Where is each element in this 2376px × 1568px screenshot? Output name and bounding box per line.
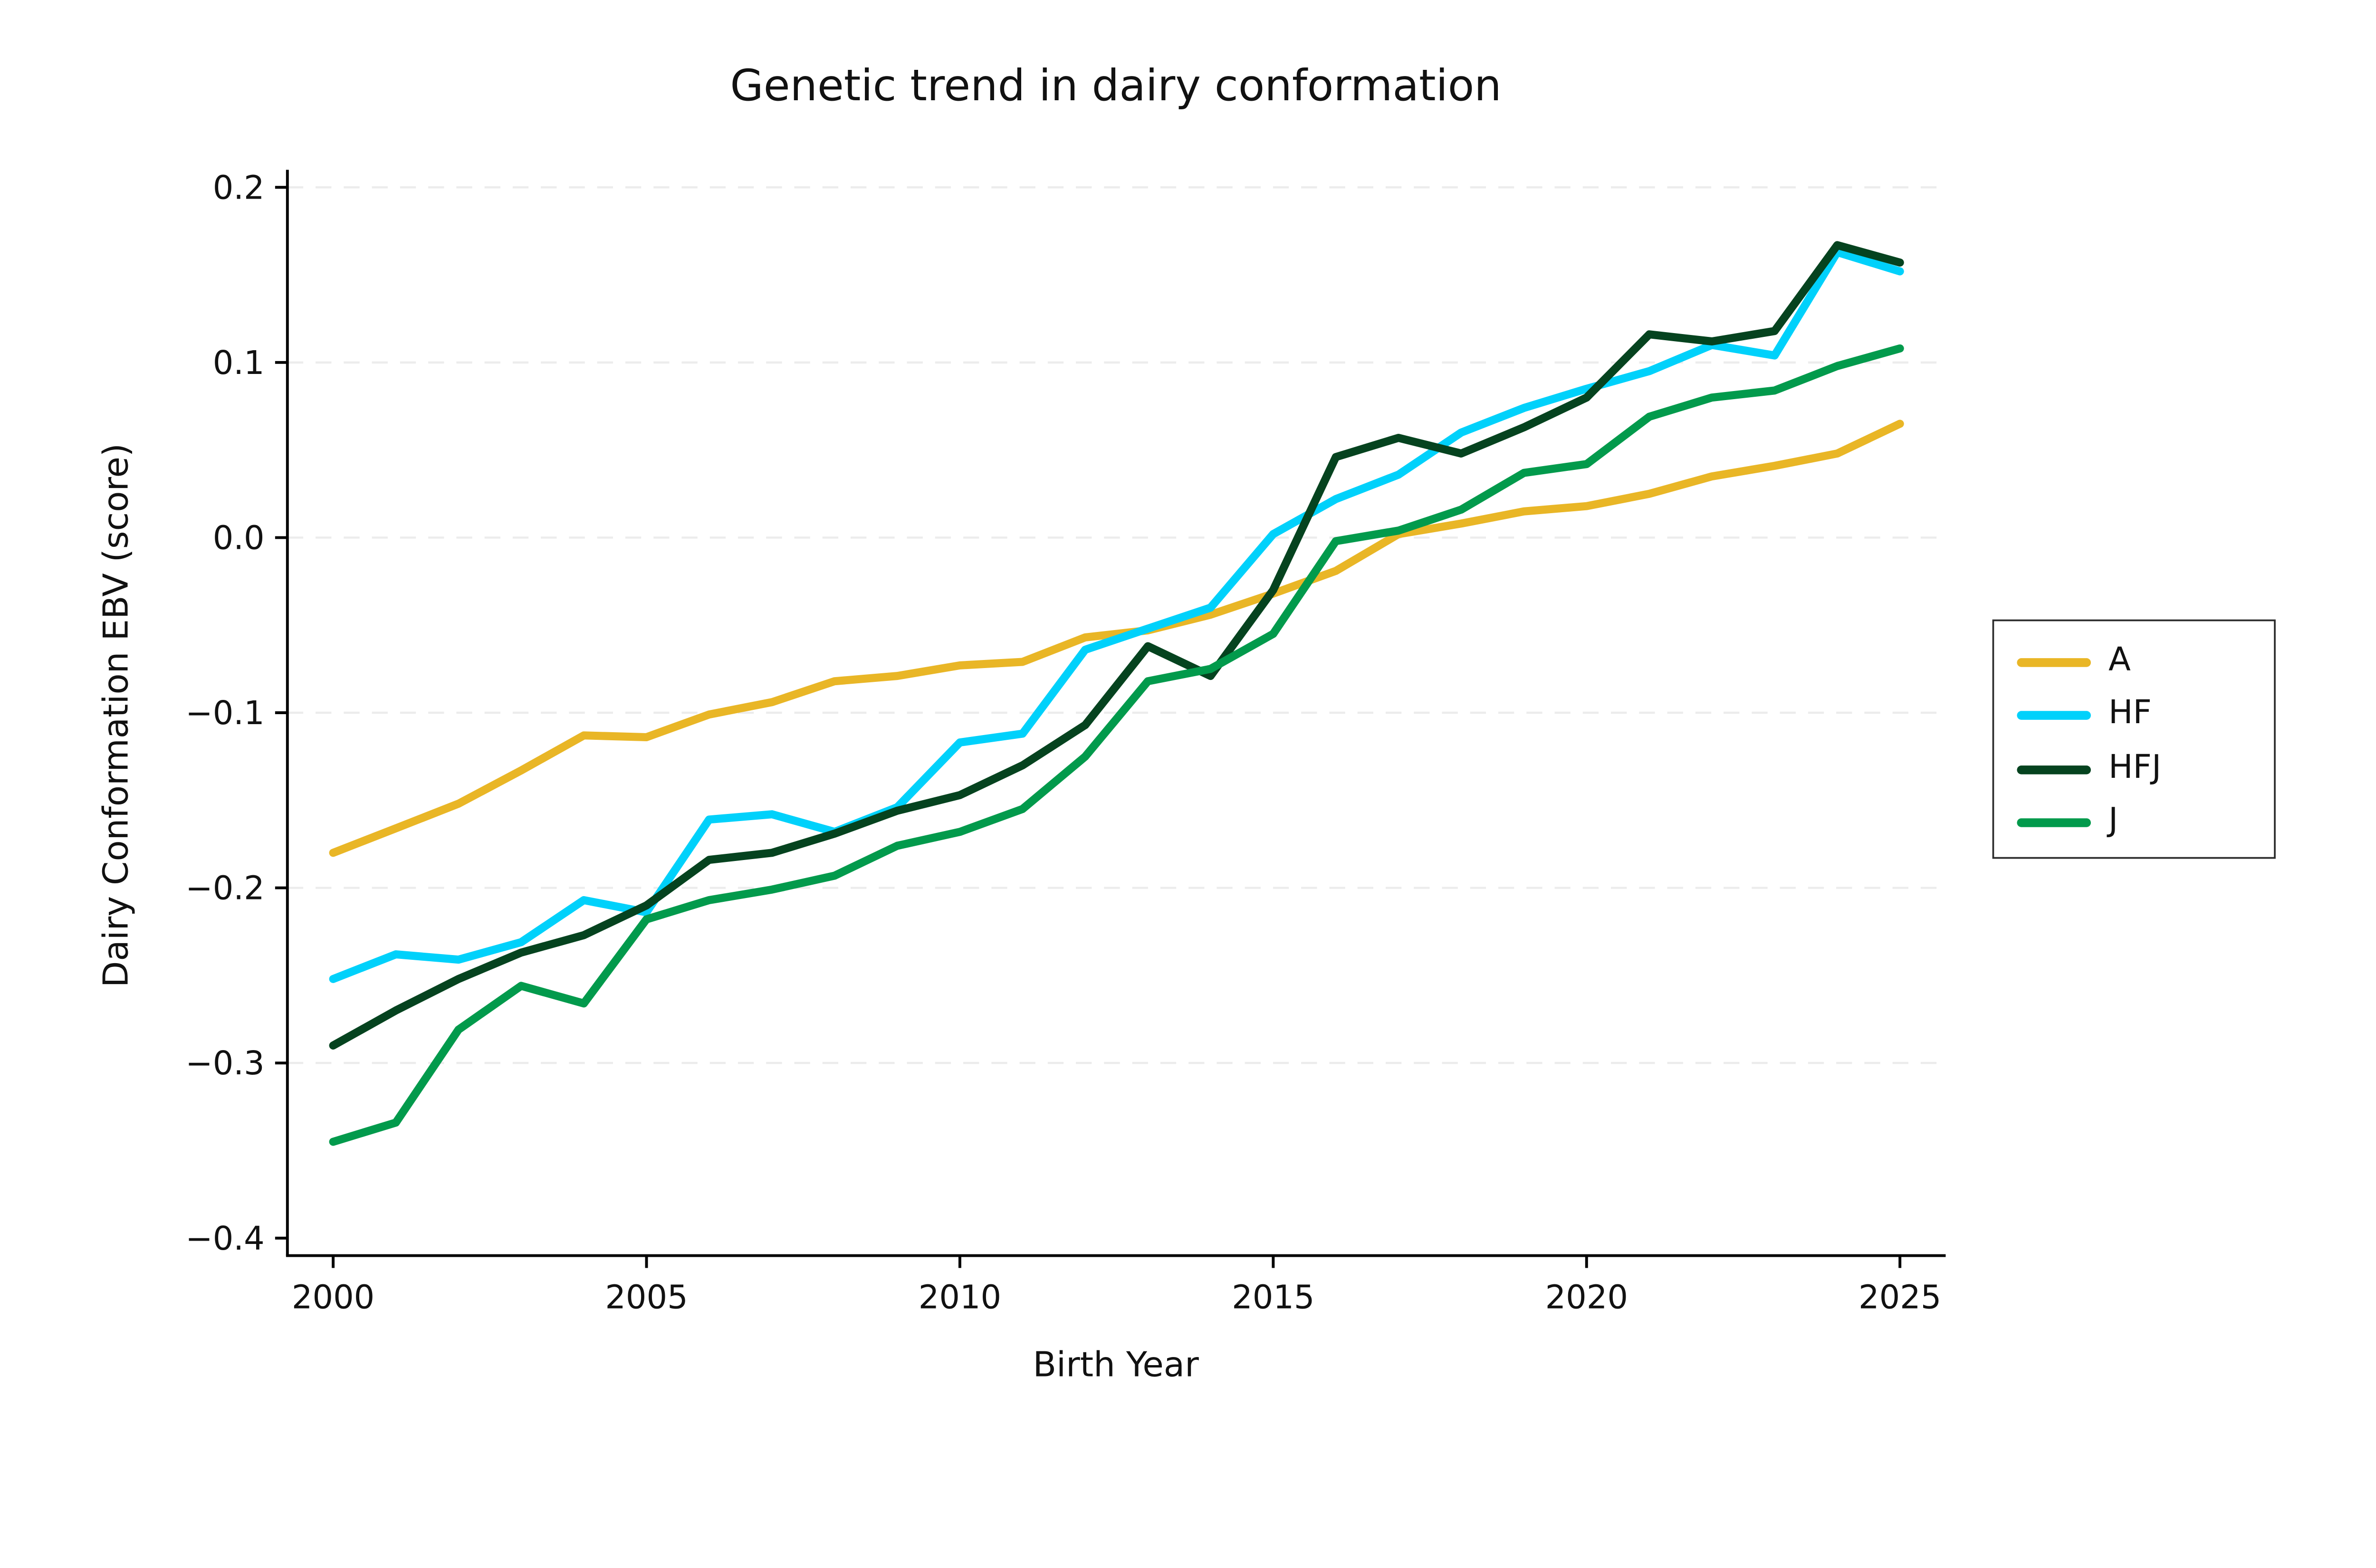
y-tick-label: −0.3	[185, 1044, 264, 1082]
legend-swatch-A	[2017, 657, 2091, 666]
x-tick-label: 2025	[1859, 1279, 1941, 1317]
legend-item-HFJ: HFJ	[1994, 743, 2274, 795]
y-tick-label: −0.2	[185, 870, 264, 908]
x-tick-label: 2000	[292, 1279, 374, 1317]
chart-title: Genetic trend in dairy conformation	[730, 59, 1502, 111]
legend-label: A	[2108, 641, 2131, 679]
legend-swatch-J	[2017, 818, 2091, 827]
y-tick-label: −0.4	[185, 1220, 264, 1258]
chart-figure: Genetic trend in dairy conformation 0.2 0…	[96, 59, 2276, 1385]
x-tick-label: 2005	[605, 1279, 688, 1317]
series-line-J	[329, 344, 1904, 1146]
legend-label: J	[2108, 803, 2118, 840]
legend-label: HF	[2108, 695, 2152, 733]
x-tick-label: 2010	[919, 1279, 1001, 1317]
legend-item-A: A	[1994, 635, 2274, 688]
series-line-A	[329, 420, 1904, 857]
legend-swatch-HFJ	[2017, 765, 2091, 774]
plot-area: 0.2 0.1 0.0 −0.1 −0.2 −0.3 −0.4 2000 2005 2010 201…	[185, 169, 1946, 1317]
series-line-HF	[329, 248, 1904, 983]
series-line-HFJ	[329, 241, 1904, 1050]
legend-label: HFJ	[2108, 749, 2162, 786]
legend: A HF HFJ J	[1992, 619, 2276, 859]
y-axis-label: Dairy Conformation EBV (score)	[96, 443, 137, 988]
x-axis-label: Birth Year	[1033, 1344, 1199, 1385]
y-tick-label: 0.0	[213, 519, 265, 557]
y-tick-label: −0.1	[185, 694, 264, 732]
legend-swatch-HF	[2017, 711, 2091, 720]
y-tick-label: 0.1	[213, 344, 265, 382]
y-tick-label: 0.2	[213, 169, 265, 207]
legend-item-J: J	[1994, 796, 2274, 849]
x-tick-label: 2020	[1545, 1279, 1628, 1317]
legend-item-HF: HF	[1994, 689, 2274, 742]
x-tick-label: 2015	[1232, 1279, 1314, 1317]
